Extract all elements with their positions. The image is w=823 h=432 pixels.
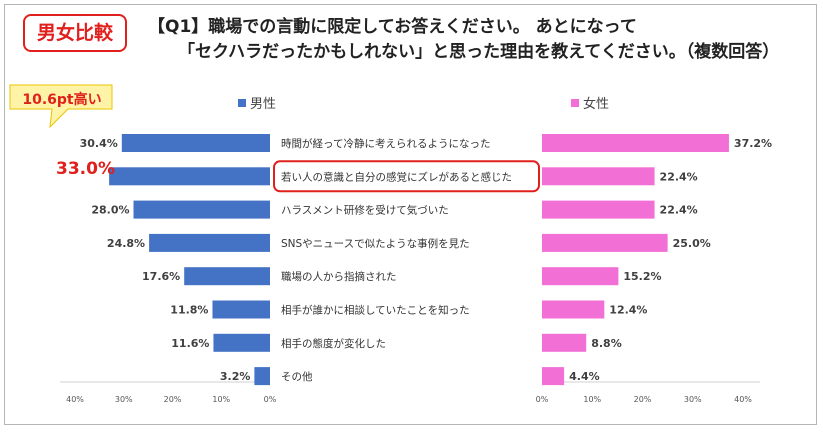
female-data-label: 4.4%: [569, 370, 600, 383]
male-axis-tick: 10%: [212, 395, 230, 404]
male-data-label: 11.6%: [171, 337, 209, 350]
callout-bubble: [9, 84, 113, 129]
female-bar: [542, 134, 729, 152]
female-bar: [542, 300, 605, 319]
comparison-badge: 男女比較: [23, 14, 127, 52]
male-data-label: 17.6%: [142, 270, 180, 283]
category-label: SNSやニュースで似たような事例を見た: [281, 237, 470, 250]
male-data-label: 3.2%: [220, 370, 251, 383]
legend-female: 女性: [571, 93, 609, 112]
female-data-label: 22.4%: [660, 204, 698, 217]
legend-male: 男性: [238, 93, 276, 112]
female-data-label: 8.8%: [591, 337, 622, 350]
female-bar: [542, 367, 565, 386]
title-line-1: 【Q1】職場での言動に限定してお答えください。 あとになって: [148, 17, 637, 37]
category-label: 職場の人から指摘された: [281, 270, 397, 283]
male-bar: [212, 300, 270, 319]
female-data-label: 25.0%: [673, 237, 711, 250]
male-data-label: 24.8%: [107, 237, 145, 250]
legend-male-swatch: [238, 98, 246, 107]
female-axis-tick: 0%: [536, 395, 549, 404]
category-label: その他: [281, 370, 313, 383]
title-line-2: 「セクハラだったかもしれない」と思った理由を教えてください。（複数回答）: [178, 42, 780, 62]
legend-female-swatch: [571, 98, 579, 107]
female-data-label: 37.2%: [734, 137, 772, 150]
female-axis-tick: 10%: [583, 395, 601, 404]
callout-text: 10.6pt高い: [22, 92, 102, 108]
female-bar: [542, 333, 587, 352]
male-bar: [184, 267, 270, 286]
female-axis-tick: 30%: [684, 395, 702, 404]
female-data-label: 22.4%: [660, 170, 698, 183]
highlight-box: [273, 160, 540, 193]
female-axis-tick: 40%: [734, 395, 752, 404]
male-axis-tick: 40%: [66, 395, 84, 404]
male-bar: [109, 167, 270, 186]
female-bar: [542, 267, 619, 286]
male-bar: [149, 233, 270, 252]
male-bar: [254, 367, 270, 386]
male-data-label: 30.4%: [80, 137, 118, 150]
category-label: 若い人の意識と自分の感覚にズレがあると感じた: [281, 170, 512, 183]
male-axis-tick: 0%: [264, 395, 277, 404]
male-axis-tick: 30%: [115, 395, 133, 404]
female-axis-tick: 20%: [634, 395, 652, 404]
female-bar: [542, 167, 655, 186]
female-data-label: 12.4%: [609, 304, 647, 317]
male-bar: [121, 134, 270, 152]
legend-male-label: 男性: [250, 97, 277, 112]
male-data-label: 28.0%: [91, 204, 129, 217]
category-label: 相手が誰かに相談していたことを知った: [281, 304, 470, 317]
male-data-label: 11.8%: [170, 304, 208, 317]
male-axis-tick: 20%: [164, 395, 182, 404]
female-bar: [542, 200, 655, 219]
category-label: ハラスメント研修を受けて気づいた: [281, 204, 449, 217]
female-data-label: 15.2%: [623, 270, 661, 283]
male-bar: [213, 333, 270, 352]
category-label: 時間が経って冷静に考えられるようになった: [281, 137, 490, 150]
highlight-value: 33.0%: [56, 159, 115, 179]
category-label: 相手の態度が変化した: [281, 337, 386, 350]
legend-female-label: 女性: [583, 97, 610, 112]
female-bar: [542, 233, 668, 252]
male-bar: [133, 200, 270, 219]
